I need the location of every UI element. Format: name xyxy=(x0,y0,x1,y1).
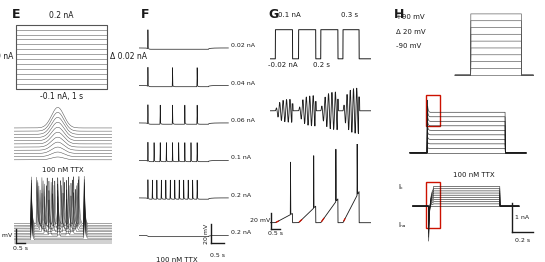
Text: 0.1 nA: 0.1 nA xyxy=(231,155,251,161)
Text: G: G xyxy=(268,8,278,21)
Bar xyxy=(426,95,440,126)
Text: 0.1 nA: 0.1 nA xyxy=(278,12,301,18)
Text: 20 mV: 20 mV xyxy=(204,223,209,243)
Text: 100 nM TTX: 100 nM TTX xyxy=(156,256,198,262)
Text: 100 nM TTX: 100 nM TTX xyxy=(42,167,83,173)
Text: 0.2 nA: 0.2 nA xyxy=(49,11,74,20)
Bar xyxy=(426,182,440,228)
Text: F: F xyxy=(141,8,149,21)
Text: 0.06 nA: 0.06 nA xyxy=(231,118,255,123)
Text: +90 mV: +90 mV xyxy=(396,14,425,20)
Text: 0 nA: 0 nA xyxy=(0,52,13,61)
Text: -90 mV: -90 mV xyxy=(396,43,421,49)
Text: Iₖ: Iₖ xyxy=(398,184,403,190)
Text: 0.2 nA: 0.2 nA xyxy=(231,231,251,236)
Text: Iₙₐ: Iₙₐ xyxy=(398,222,406,228)
Text: 20 mV: 20 mV xyxy=(250,219,270,223)
Text: 0.5 s: 0.5 s xyxy=(13,246,28,251)
Text: 0.5 s: 0.5 s xyxy=(268,231,283,236)
Text: 0.3 s: 0.3 s xyxy=(341,12,358,18)
Text: 0.2 s: 0.2 s xyxy=(313,62,330,68)
Text: Δ 20 mV: Δ 20 mV xyxy=(396,29,425,35)
Text: 0.04 nA: 0.04 nA xyxy=(231,80,255,85)
Bar xyxy=(16,25,107,89)
Text: H: H xyxy=(394,8,404,21)
Text: E: E xyxy=(12,8,21,21)
Text: 1 nA: 1 nA xyxy=(514,215,529,220)
Text: 0.2 nA: 0.2 nA xyxy=(231,193,251,198)
Text: 0.2 s: 0.2 s xyxy=(515,237,530,243)
Text: 100 nM TTX: 100 nM TTX xyxy=(453,172,494,178)
Text: -0.1 nA, 1 s: -0.1 nA, 1 s xyxy=(40,92,83,101)
Text: 0.02 nA: 0.02 nA xyxy=(231,43,255,48)
Text: -0.02 nA: -0.02 nA xyxy=(268,62,298,68)
Text: 0.5 s: 0.5 s xyxy=(210,253,225,258)
Text: 20 mV: 20 mV xyxy=(0,233,13,238)
Text: Δ 0.02 nA: Δ 0.02 nA xyxy=(110,52,147,61)
